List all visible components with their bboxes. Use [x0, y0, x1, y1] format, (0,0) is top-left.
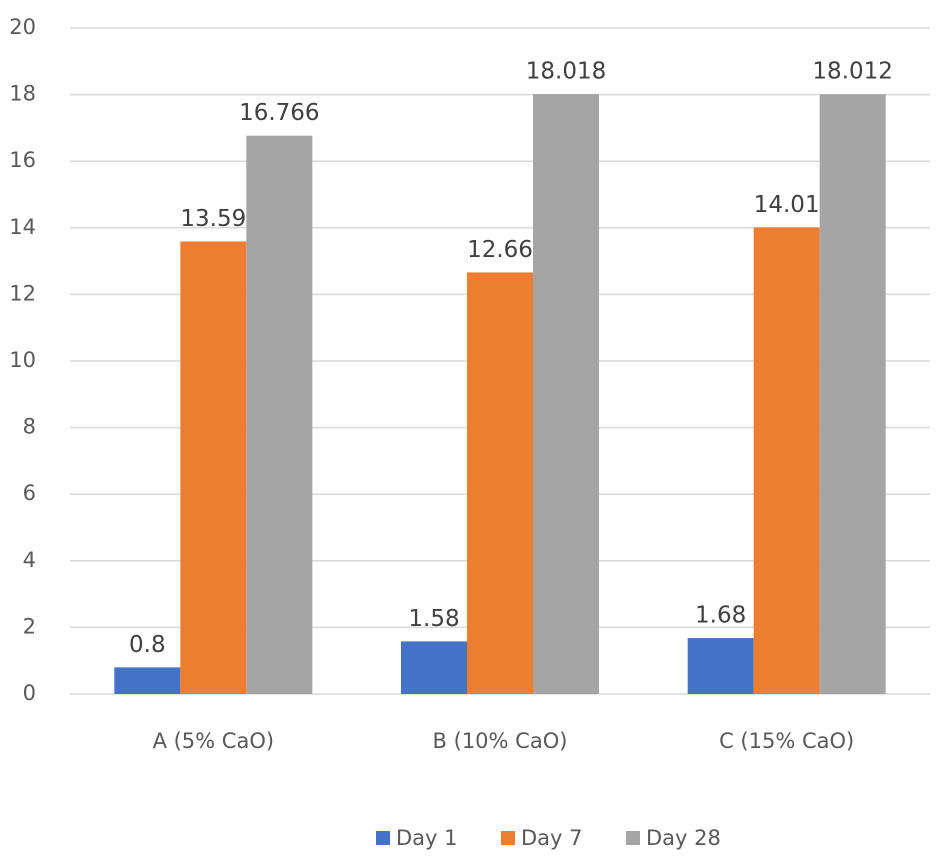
x-tick-label: C (15% CaO) [719, 729, 854, 753]
y-tick-label: 10 [9, 348, 36, 372]
bar [819, 94, 886, 695]
bar [401, 641, 467, 694]
data-label: 12.66 [467, 237, 533, 263]
y-tick-label: 12 [9, 281, 36, 305]
bar [533, 94, 599, 694]
data-label: 18.012 [812, 59, 892, 85]
x-tick-label: A (5% CaO) [153, 729, 274, 753]
bar [753, 227, 820, 695]
legend-label: Day 28 [646, 826, 721, 850]
bar [246, 135, 313, 694]
y-tick-label: 6 [23, 481, 36, 505]
y-tick-label: 0 [23, 681, 36, 705]
x-tick-label: B (10% CaO) [433, 729, 568, 753]
legend-label: Day 1 [396, 826, 458, 850]
data-label: 0.8 [129, 632, 166, 658]
y-tick-label: 14 [9, 215, 36, 239]
data-label: 1.68 [695, 603, 746, 629]
y-tick-label: 20 [9, 15, 36, 39]
y-tick-label: 16 [9, 148, 36, 172]
data-label: 13.59 [180, 206, 246, 232]
bar [114, 667, 181, 694]
data-label: 18.018 [526, 59, 606, 85]
y-tick-label: 18 [9, 82, 36, 106]
bar [180, 241, 247, 694]
legend-swatch [501, 831, 515, 845]
bar [467, 272, 533, 694]
y-tick-label: 8 [23, 415, 36, 439]
y-tick-label: 4 [23, 548, 36, 572]
data-label: 14.01 [754, 192, 820, 218]
legend-label: Day 7 [521, 826, 583, 850]
data-label: 16.766 [239, 100, 319, 126]
y-tick-label: 2 [23, 614, 36, 638]
legend-swatch [626, 831, 640, 845]
legend-swatch [376, 831, 390, 845]
bar [687, 638, 754, 694]
data-label: 1.58 [408, 606, 459, 632]
